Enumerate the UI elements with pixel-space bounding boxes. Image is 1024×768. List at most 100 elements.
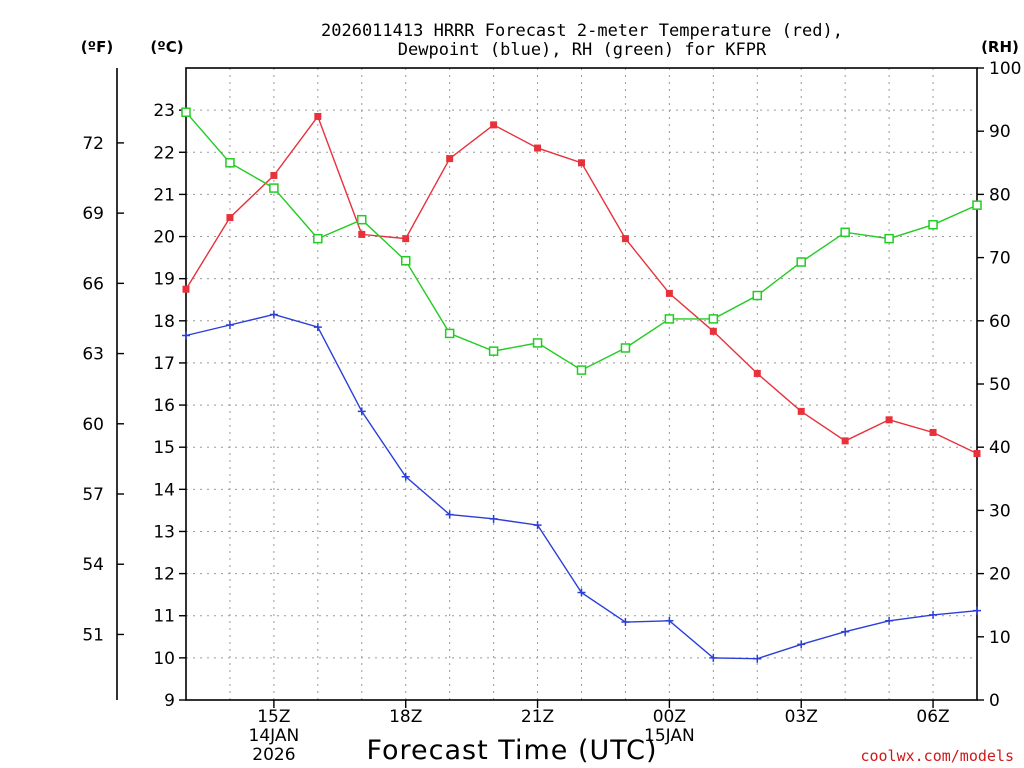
celsius-tick-label: 17: [153, 354, 175, 374]
dewpoint-point: [753, 654, 762, 663]
rh-tick-label: 70: [989, 249, 1011, 269]
chart-title-line1: 2026011413 HRRR Forecast 2-meter Tempera…: [321, 21, 843, 41]
rh-line: [185, 111, 978, 371]
dewpoint-point: [401, 472, 410, 481]
x-tick-label: 03Z: [785, 707, 818, 727]
chart-title-line2: Dewpoint (blue), RH (green) for KFPR: [398, 40, 767, 60]
axes: [116, 67, 978, 701]
dewpoint-point: [621, 618, 630, 627]
data-series: [181, 107, 982, 663]
x-tick-label: 18Z: [389, 707, 422, 727]
celsius-tick-label: 10: [153, 649, 175, 669]
celsius-tick-label: 23: [153, 101, 175, 121]
celsius-tick-label: 14: [153, 480, 175, 500]
x-tick-label: 06Z: [916, 707, 949, 727]
rh-point: [181, 107, 191, 117]
temperature-point: [182, 285, 190, 293]
rh-tick-label: 10: [989, 628, 1011, 648]
rh-point: [357, 214, 367, 225]
rh-tick-label: 80: [989, 185, 1011, 205]
celsius-tick-label: 22: [153, 143, 175, 163]
temperature-point: [797, 407, 805, 415]
fahrenheit-tick-label: 72: [82, 134, 104, 154]
rh-point: [532, 338, 543, 348]
dewpoint-point: [885, 616, 894, 625]
dewpoint-point: [489, 514, 498, 523]
temperature-point: [709, 327, 717, 335]
rh-tick-label: 30: [989, 501, 1011, 521]
dewpoint-point: [182, 331, 190, 340]
dewpoint-point: [533, 521, 542, 530]
temperature-point: [621, 235, 629, 243]
rh-tick-label: 50: [989, 375, 1011, 395]
x-tick-date-label: 14JAN: [249, 726, 300, 746]
rh-tick-label: 90: [989, 122, 1011, 142]
celsius-tick-label: 13: [153, 522, 175, 542]
rh-point: [313, 233, 323, 244]
temperature-point: [314, 112, 322, 120]
rh-point: [664, 314, 675, 324]
axis-ticks: 9 10 11 12 13 14 15 16 17 18 19 20 21 22 23 51 54 57 60 63 6…: [82, 59, 1021, 765]
celsius-tick-label: 18: [153, 312, 175, 332]
credit-text: coolwx.com/models: [860, 747, 1014, 765]
celsius-tick-label: 16: [153, 396, 175, 416]
x-axis-title: Forecast Time (UTC): [366, 735, 657, 766]
x-tick-label: 15Z: [257, 707, 290, 727]
fahrenheit-tick-label: 69: [82, 204, 104, 224]
x-tick-year-label: 2026: [252, 745, 295, 765]
temperature-point: [578, 159, 585, 167]
rh-tick-label: 60: [989, 312, 1011, 332]
rh-point: [269, 183, 279, 193]
temperature-point: [226, 214, 234, 222]
dewpoint-point: [973, 606, 981, 615]
rh-point: [576, 365, 587, 375]
dewpoint-point: [665, 616, 674, 625]
celsius-tick-label: 20: [153, 228, 175, 248]
fahrenheit-tick-label: 54: [82, 555, 104, 575]
rh-point: [796, 257, 806, 267]
celsius-tick-label: 19: [153, 270, 175, 290]
rh-tick-label: 20: [989, 565, 1011, 585]
temperature-point: [665, 289, 673, 297]
rh-tick-label: 100: [989, 59, 1021, 79]
dewpoint-point: [577, 588, 586, 597]
dewpoint-point: [445, 510, 454, 519]
rh-point: [752, 290, 763, 301]
rh-point: [884, 233, 894, 244]
rh-point: [620, 343, 631, 353]
dewpoint-point: [709, 653, 718, 662]
fahrenheit-tick-label: 51: [82, 625, 104, 645]
fahrenheit-tick-label: 60: [82, 415, 104, 435]
fahrenheit-tick-label: 57: [82, 485, 104, 505]
temperature-point: [841, 437, 849, 445]
x-tick-label: 21Z: [521, 707, 554, 727]
dewpoint-point: [269, 310, 278, 319]
rh-point: [225, 158, 235, 168]
celsius-tick-label: 11: [153, 607, 175, 627]
temperature-point: [490, 121, 498, 129]
temperature-point: [270, 171, 278, 179]
dewpoint-point: [929, 610, 938, 619]
rh-point: [708, 314, 719, 324]
celsius-tick-label: 12: [153, 565, 175, 585]
temperature-point: [358, 230, 366, 238]
temperature-point: [929, 428, 937, 436]
rh-point: [972, 200, 982, 210]
rh-point: [444, 328, 455, 339]
temperature-point: [446, 155, 454, 163]
dewpoint-point: [797, 640, 806, 649]
celsius-tick-label: 21: [153, 185, 175, 205]
celsius-tick-label: 15: [153, 438, 175, 458]
rh-point: [928, 219, 938, 230]
rh-axis-label: (RH): [981, 38, 1019, 56]
temperature-point: [973, 450, 981, 458]
x-tick-date-label: 15JAN: [644, 726, 695, 746]
rh-tick-label: 0: [989, 691, 1000, 711]
fahrenheit-axis-label: (ºF): [81, 38, 113, 56]
temperature-point: [885, 416, 893, 424]
x-tick-label: 00Z: [653, 707, 686, 727]
rh-tick-label: 40: [989, 438, 1011, 458]
temperature-point: [753, 369, 761, 377]
rh-point: [488, 346, 499, 356]
